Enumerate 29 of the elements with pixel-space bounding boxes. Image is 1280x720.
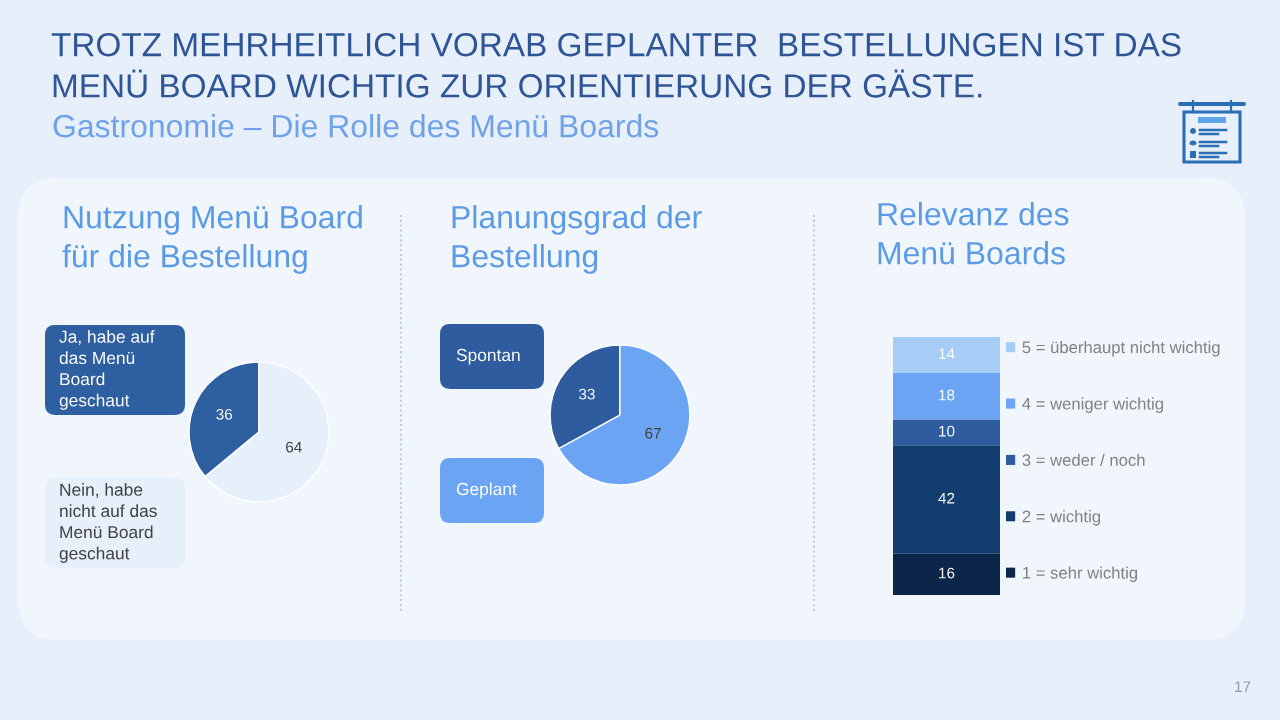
chart-title: Relevanz des Menü Boards: [878, 202, 1069, 265]
slice-label: Geplant: [456, 482, 517, 499]
slice-label: Nein, habe nicht auf das Menü Board geschaut: [59, 483, 157, 563]
slice-label: Ja, habe auf das Menü Board geschaut: [59, 330, 155, 410]
data-label: 33: [578, 388, 595, 400]
bar: [893, 553, 1000, 595]
data-label: 42: [938, 492, 955, 504]
legend-label: 4 = weniger wichtig: [1022, 397, 1163, 413]
bar: [893, 373, 1000, 420]
legend-label: 5 = überhaupt nicht wichtig: [1022, 341, 1220, 357]
text: Gastronomie – Die Rolle des Menü Boards: [53, 114, 659, 138]
data-label: 18: [939, 389, 955, 401]
data-label: 36: [216, 408, 233, 420]
data-label: 14: [939, 348, 955, 360]
bar: [893, 445, 1000, 554]
bar: [893, 337, 1000, 374]
data-label: 16: [939, 567, 955, 579]
text: TROTZ MEHRHEITLICH VORAB GEPLANTER BESTELLUNGEN IST DAS MENÜ BOARD WICHTIG ZUR ORIENTIERUNG DER GÄSTE.: [51, 32, 1181, 98]
data-label: 64: [286, 441, 302, 453]
slice-label: Spontan: [456, 348, 520, 365]
data-label: 10: [939, 425, 955, 437]
legend-label: 2 = wichtig: [1022, 510, 1100, 526]
bar: [893, 419, 1000, 446]
chart-title: Nutzung Menü Board für die Bestellung: [62, 205, 362, 274]
chart-title: Planungsgrad der Bestellung: [452, 205, 702, 274]
data-label: 67: [645, 427, 661, 439]
text: 17: [1235, 681, 1251, 692]
legend-label: 1 = sehr wichtig: [1023, 566, 1138, 583]
legend-label: 3 = weder / noch: [1022, 453, 1145, 466]
